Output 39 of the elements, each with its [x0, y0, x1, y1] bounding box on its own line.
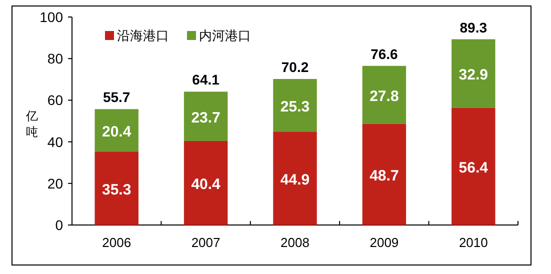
x-tick-label: 2006	[102, 235, 132, 250]
x-tick-label: 2010	[458, 235, 488, 250]
total-label: 70.2	[281, 58, 309, 75]
total-label: 64.1	[192, 72, 220, 88]
data-label: 25.3	[280, 98, 310, 116]
data-label: 27.8	[370, 88, 399, 105]
y-tick-label: 60	[47, 92, 64, 108]
y-tick-label: 100	[40, 9, 64, 25]
y-tick-label: 20	[47, 175, 64, 192]
data-label: 48.7	[370, 167, 399, 184]
data-label: 20.4	[102, 123, 132, 140]
total-label: 89.3	[460, 19, 488, 36]
bar	[273, 132, 317, 225]
total-label: 76.6	[370, 46, 398, 62]
x-tick-label: 2008	[280, 235, 310, 250]
data-label: 44.9	[280, 171, 310, 188]
legend-label: 内河港口	[199, 28, 251, 43]
x-tick-label: 2009	[370, 235, 399, 250]
legend-label: 沿海港口	[117, 28, 169, 43]
bar	[94, 152, 138, 225]
bar	[362, 66, 406, 124]
y-tick-label: 40	[47, 134, 64, 150]
bar	[452, 108, 496, 225]
data-label: 32.9	[458, 66, 488, 84]
bar	[273, 78, 317, 132]
bar	[452, 39, 496, 108]
total-label: 55.7	[102, 89, 130, 106]
bar	[184, 92, 228, 141]
data-label: 56.4	[458, 159, 489, 176]
ylabel: 亿吨	[26, 109, 38, 139]
data-label: 40.4	[191, 176, 222, 193]
bar	[94, 109, 138, 152]
bar	[362, 124, 406, 225]
data-label: 35.3	[102, 181, 132, 198]
data-label: 23.7	[191, 109, 220, 126]
x-tick-label: 2007	[191, 235, 220, 250]
y-tick-label: 0	[55, 217, 64, 233]
bar	[184, 140, 228, 225]
y-tick-label: 80	[47, 50, 64, 67]
